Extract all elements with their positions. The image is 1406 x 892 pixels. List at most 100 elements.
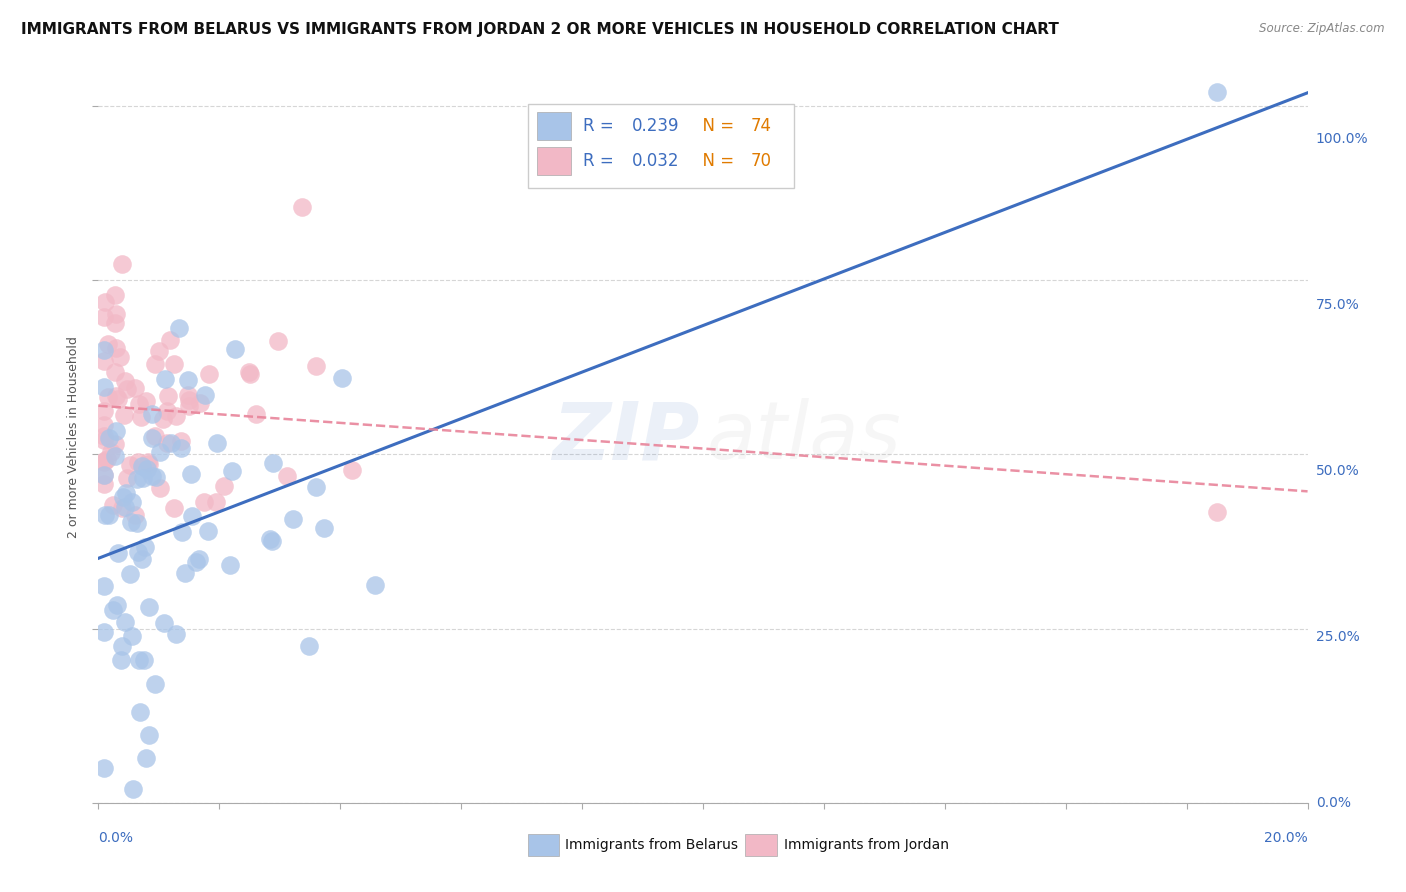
- Point: [127, 472, 149, 486]
- Point: [122, 781, 145, 796]
- Point: [219, 558, 242, 573]
- Point: [93, 477, 115, 491]
- Point: [157, 388, 180, 402]
- Point: [114, 486, 136, 500]
- Point: [188, 395, 211, 409]
- Point: [93, 404, 115, 418]
- Point: [143, 677, 166, 691]
- Point: [105, 389, 128, 403]
- Point: [188, 551, 211, 566]
- Point: [180, 467, 202, 482]
- Point: [330, 371, 353, 385]
- Point: [141, 407, 163, 421]
- Point: [93, 761, 115, 775]
- Point: [118, 567, 141, 582]
- Point: [262, 456, 284, 470]
- Text: N =: N =: [692, 153, 740, 170]
- Point: [186, 555, 208, 569]
- Point: [93, 455, 115, 469]
- Point: [93, 429, 115, 443]
- Point: [177, 392, 200, 407]
- Point: [128, 653, 150, 667]
- Point: [107, 392, 129, 406]
- Point: [93, 310, 115, 324]
- Point: [194, 388, 217, 402]
- Text: N =: N =: [692, 117, 740, 136]
- Point: [145, 470, 167, 484]
- Point: [97, 390, 120, 404]
- Point: [127, 545, 149, 559]
- Point: [212, 479, 235, 493]
- Point: [1206, 505, 1229, 519]
- Point: [165, 627, 187, 641]
- Point: [117, 470, 139, 484]
- Point: [131, 552, 153, 566]
- Text: R =: R =: [583, 153, 619, 170]
- Point: [93, 380, 115, 394]
- Point: [141, 431, 163, 445]
- Text: Immigrants from Jordan: Immigrants from Jordan: [785, 838, 949, 852]
- FancyBboxPatch shape: [537, 147, 571, 175]
- Point: [205, 436, 228, 450]
- Point: [291, 200, 314, 214]
- Point: [97, 431, 120, 445]
- Point: [134, 541, 156, 555]
- Point: [245, 407, 267, 421]
- Point: [101, 603, 124, 617]
- Point: [197, 524, 219, 539]
- Point: [114, 374, 136, 388]
- Point: [193, 495, 215, 509]
- Point: [136, 455, 159, 469]
- Point: [124, 381, 146, 395]
- Point: [121, 629, 143, 643]
- Point: [167, 321, 190, 335]
- Point: [165, 409, 187, 423]
- Point: [134, 653, 156, 667]
- Point: [115, 383, 138, 397]
- Point: [221, 464, 243, 478]
- Point: [267, 334, 290, 348]
- Text: 0.0%: 0.0%: [1316, 796, 1351, 810]
- Point: [138, 728, 160, 742]
- Point: [118, 458, 141, 472]
- Point: [105, 307, 128, 321]
- Point: [135, 394, 157, 409]
- Point: [205, 495, 228, 509]
- Point: [276, 469, 298, 483]
- Point: [124, 508, 146, 523]
- Text: 74: 74: [751, 117, 770, 136]
- Point: [121, 494, 143, 508]
- Point: [93, 417, 115, 432]
- Text: 25.0%: 25.0%: [1316, 630, 1360, 644]
- Text: 0.239: 0.239: [631, 117, 679, 136]
- Point: [127, 455, 149, 469]
- Point: [305, 359, 328, 373]
- Text: ZIP: ZIP: [553, 398, 699, 476]
- Point: [97, 508, 120, 523]
- Point: [104, 437, 127, 451]
- Point: [262, 534, 284, 549]
- Point: [179, 399, 201, 413]
- Point: [305, 480, 328, 494]
- Point: [114, 615, 136, 629]
- Point: [93, 467, 115, 482]
- Point: [138, 600, 160, 615]
- Point: [314, 521, 336, 535]
- Point: [136, 462, 159, 476]
- Text: 50.0%: 50.0%: [1316, 464, 1360, 478]
- Text: 0.032: 0.032: [631, 153, 679, 170]
- Point: [159, 333, 181, 347]
- Point: [364, 578, 387, 592]
- Point: [107, 598, 129, 612]
- Point: [152, 412, 174, 426]
- Text: R =: R =: [583, 117, 619, 136]
- Point: [111, 640, 134, 654]
- Point: [111, 257, 134, 271]
- Point: [238, 365, 260, 379]
- Point: [104, 449, 127, 463]
- Point: [180, 508, 202, 523]
- Point: [148, 343, 170, 358]
- Point: [152, 615, 174, 630]
- Text: 100.0%: 100.0%: [1316, 132, 1368, 146]
- Point: [104, 425, 127, 439]
